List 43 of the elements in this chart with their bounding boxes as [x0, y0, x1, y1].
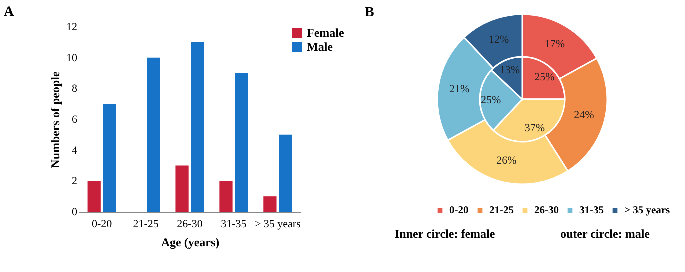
bar [220, 181, 233, 212]
bar [279, 134, 292, 212]
text: Inner circle: female [395, 227, 496, 241]
data-label: 17% [544, 38, 566, 51]
y-tick-label: 2 [72, 176, 78, 188]
x-tick-label: 26-30 [177, 218, 204, 230]
chart-title: A [4, 5, 15, 20]
bar [147, 58, 160, 212]
legend-label: > 35 years [624, 206, 670, 217]
data-label: 26% [496, 155, 517, 168]
legend-label: 26-30 [534, 206, 559, 217]
bar [264, 196, 277, 212]
chart-title: B [365, 6, 374, 20]
x-axis-title: Age (years) [161, 236, 220, 250]
bar [191, 42, 204, 212]
y-tick-label: 10 [66, 52, 78, 64]
legend-label: Female [307, 26, 345, 40]
data-label: 24% [574, 109, 594, 122]
legend-label: 0-20 [450, 206, 469, 217]
y-tick-label: 8 [72, 83, 78, 96]
y-tick-label: 0 [72, 206, 78, 218]
data-label: 37% [524, 122, 546, 134]
text: outer circle: male [560, 227, 651, 241]
data-label: 25% [534, 71, 555, 84]
data-label: 25% [480, 94, 502, 106]
x-tick-label: 21-25 [133, 218, 160, 230]
x-tick-label: 31-35 [221, 218, 248, 230]
legend-label: 21-25 [490, 206, 514, 217]
y-tick-label: 6 [72, 114, 78, 126]
bar [176, 166, 189, 212]
y-tick-label: 12 [66, 22, 78, 34]
data-label: 12% [488, 34, 510, 46]
data-label: 13% [500, 64, 520, 77]
bar [88, 181, 101, 212]
legend-label: Male [307, 40, 334, 54]
legend-label: 31-35 [580, 206, 604, 217]
bar [103, 104, 116, 212]
x-tick-label: 0-20 [92, 218, 113, 230]
bar [235, 73, 248, 212]
x-tick-label: > 35 years [254, 218, 301, 230]
y-tick-label: 4 [72, 144, 78, 157]
data-label: 21% [449, 84, 470, 96]
y-axis-title: Numbers of people [48, 71, 62, 168]
